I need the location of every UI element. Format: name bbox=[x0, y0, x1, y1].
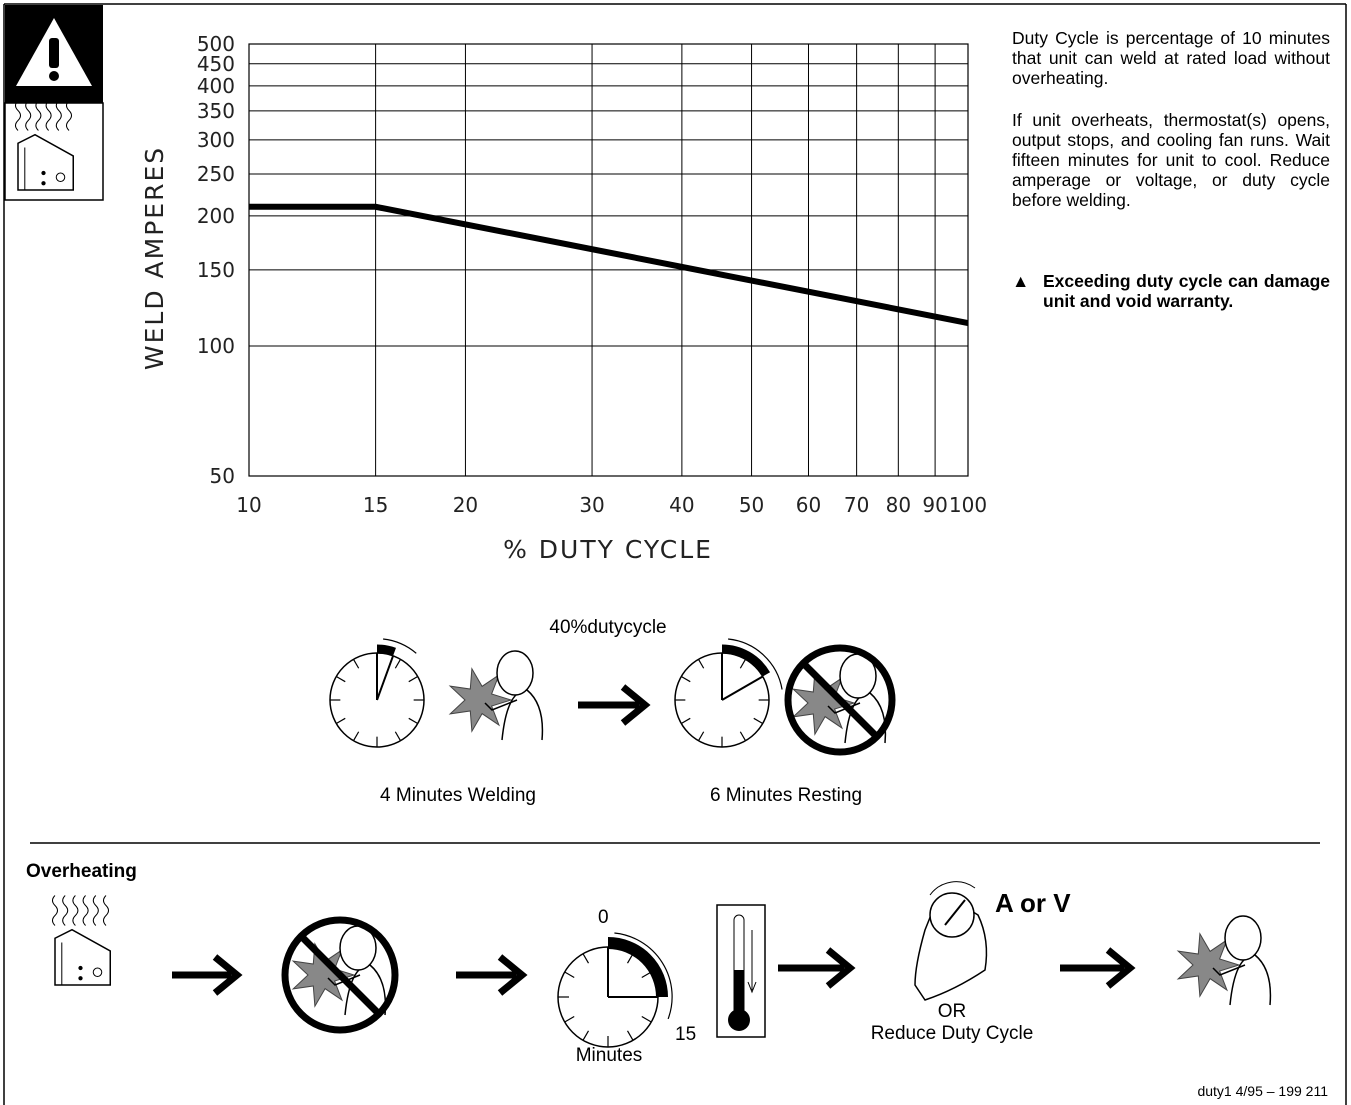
x-tick-label: 60 bbox=[796, 493, 821, 517]
heat-icon bbox=[53, 896, 111, 986]
timer-unit: Minutes bbox=[576, 1045, 643, 1066]
heat-wave bbox=[83, 896, 88, 926]
x-tick-label: 40 bbox=[669, 493, 694, 517]
x-tick-label: 90 bbox=[922, 493, 947, 517]
x-tick-label: 15 bbox=[363, 493, 388, 517]
or-label: OR bbox=[938, 1001, 967, 1022]
paragraph: Duty Cycle is percentage of 10 minutes t… bbox=[1012, 28, 1330, 88]
timer-end: 15 bbox=[675, 1024, 696, 1045]
x-tick-label: 30 bbox=[579, 493, 604, 517]
cycle-title: 40%dutycycle bbox=[549, 617, 666, 638]
warning-text: Exceeding duty cycle can damage unit and… bbox=[1043, 271, 1330, 311]
welder-helmet bbox=[497, 651, 533, 695]
x-tick-label: 80 bbox=[886, 493, 911, 517]
heat-wave bbox=[63, 896, 68, 926]
y-tick-label: 400 bbox=[197, 74, 235, 98]
unit-dot bbox=[41, 181, 45, 185]
welder-helmet bbox=[1225, 916, 1261, 960]
clock bbox=[675, 639, 782, 747]
welder-body bbox=[1230, 955, 1270, 1005]
page: {"chart_data": {"type": "line", "x_label… bbox=[0, 0, 1351, 1105]
clock bbox=[558, 933, 672, 1047]
x-tick-label: 100 bbox=[949, 493, 987, 517]
paragraph: If unit overheats, thermostat(s) opens, … bbox=[1012, 110, 1330, 210]
unit-knob bbox=[93, 968, 102, 977]
y-axis-title: WELD AMPERES bbox=[140, 146, 169, 370]
welding-label: 4 Minutes Welding bbox=[380, 785, 536, 806]
clock bbox=[330, 639, 424, 747]
arrow bbox=[456, 957, 522, 993]
y-tick-label: 250 bbox=[197, 162, 235, 186]
y-tick-label: 500 bbox=[197, 32, 235, 56]
plot-frame bbox=[249, 44, 968, 476]
unit-dot bbox=[78, 976, 82, 980]
unit-dot bbox=[78, 966, 82, 970]
footer: duty1 4/95 – 199 211 bbox=[1197, 1083, 1328, 1099]
x-tick-label: 50 bbox=[739, 493, 764, 517]
heat-wave bbox=[73, 896, 78, 926]
x-tick-label: 70 bbox=[844, 493, 869, 517]
welder-body bbox=[502, 690, 542, 740]
reduce-label: Reduce Duty Cycle bbox=[871, 1023, 1034, 1044]
arrow bbox=[778, 950, 850, 986]
thermo-fill bbox=[734, 970, 744, 1015]
clock-arc bbox=[377, 649, 394, 652]
welder bbox=[1178, 916, 1270, 1005]
hand-knob bbox=[915, 882, 986, 1000]
thermometer bbox=[717, 905, 765, 1037]
y-tick-label: 350 bbox=[197, 99, 235, 123]
resting-label: 6 Minutes Resting bbox=[710, 785, 862, 806]
thermo-bulb bbox=[728, 1009, 750, 1031]
unit-dot bbox=[41, 171, 45, 175]
warning: ▲Exceeding duty cycle can damage unit an… bbox=[1012, 271, 1330, 311]
timer-start: 0 bbox=[598, 907, 609, 928]
heat-wave bbox=[53, 896, 58, 926]
x-tick-label: 10 bbox=[236, 493, 261, 517]
arrow bbox=[172, 957, 237, 993]
control-label: A or V bbox=[995, 888, 1071, 918]
x-tick-label: 20 bbox=[453, 493, 478, 517]
heat-wave bbox=[104, 896, 109, 926]
arrow bbox=[1060, 950, 1130, 986]
x-axis-title: % DUTY CYCLE bbox=[503, 535, 713, 564]
y-tick-label: 200 bbox=[197, 204, 235, 228]
unit-box bbox=[55, 930, 110, 985]
welder bbox=[450, 651, 542, 740]
y-tick-label: 50 bbox=[210, 464, 235, 488]
y-tick-label: 300 bbox=[197, 128, 235, 152]
y-tick-label: 150 bbox=[197, 258, 235, 282]
overheating-title: Overheating bbox=[26, 861, 137, 882]
data-line bbox=[249, 207, 968, 323]
unit-knob bbox=[56, 173, 65, 182]
y-tick-label: 100 bbox=[197, 334, 235, 358]
heat-wave bbox=[93, 896, 98, 926]
arrow bbox=[578, 687, 645, 723]
